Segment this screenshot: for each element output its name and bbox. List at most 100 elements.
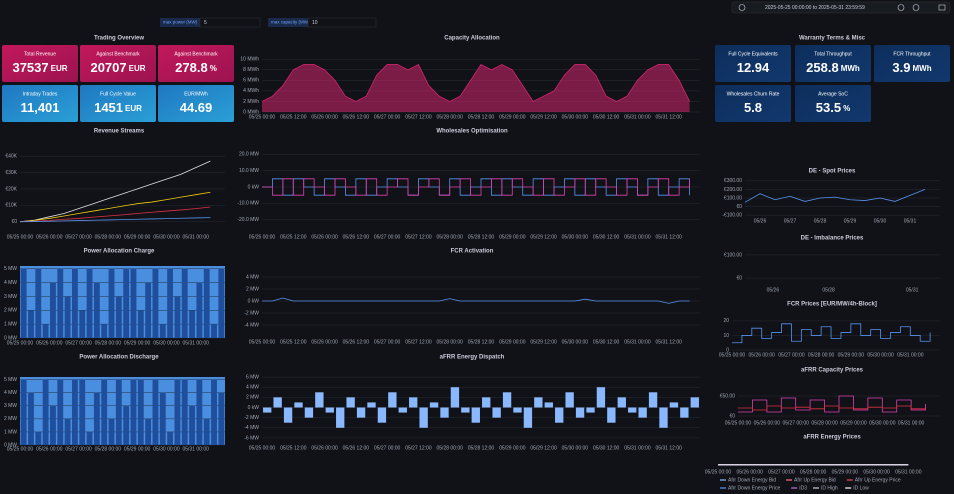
x-tick-label: 05/27 00:00 xyxy=(374,339,401,345)
y-tick-label: 5 MW xyxy=(4,266,17,272)
chart-title: FCR Prices [EUR/MW/4h-Block] xyxy=(787,302,877,308)
line xyxy=(738,405,926,411)
x-tick-label: 05/25 00:00 xyxy=(7,446,34,452)
x-tick-label: 05/27 00:00 xyxy=(374,234,401,240)
y-tick-label: 0 kW xyxy=(248,405,260,411)
stat-label: Against Benchmark xyxy=(96,51,140,57)
y-tick-label: -20.0 MW xyxy=(237,217,259,223)
zoom-icon[interactable] xyxy=(897,4,905,11)
tv-icon[interactable] xyxy=(938,4,946,11)
stat-tile xyxy=(80,85,156,122)
y-tick-label: €20K xyxy=(5,186,17,192)
stat-label: Intraday Trades xyxy=(23,91,58,97)
bar xyxy=(273,397,282,408)
x-tick-label: 05/30 00:00 xyxy=(562,339,589,345)
legend-label: ID Low xyxy=(853,485,869,491)
y-tick-label: -2 MW xyxy=(244,310,259,316)
y-tick-label: €100.00 xyxy=(724,252,742,258)
refresh-icon[interactable] xyxy=(912,4,920,11)
bar xyxy=(86,268,93,338)
bar xyxy=(596,387,606,408)
bar xyxy=(123,405,130,445)
y-tick-label: 2 MW xyxy=(4,416,17,422)
y-tick-label: 4 MW xyxy=(4,280,17,286)
bar xyxy=(534,397,543,408)
x-tick-label: 05/28 00:00 xyxy=(800,469,827,475)
x-tick-label: 05/26 xyxy=(767,287,780,293)
line xyxy=(744,189,926,203)
bar xyxy=(79,310,86,338)
stat-tile xyxy=(158,45,234,82)
help-icon[interactable] xyxy=(738,4,746,11)
y-tick-label: 20 xyxy=(723,318,729,324)
x-tick-label: 05/25 00:00 xyxy=(7,234,34,240)
y-tick-label: €200.00 xyxy=(724,187,742,193)
bar xyxy=(159,392,166,445)
bar xyxy=(174,296,181,338)
chart-title: aFRR Energy Dispatch xyxy=(440,355,505,361)
bar xyxy=(28,310,34,338)
x-tick-label: 05/29 00:00 xyxy=(840,420,867,426)
legend-label: ID High xyxy=(821,485,838,491)
variable-input[interactable] xyxy=(307,17,377,28)
x-tick-label: 05/27 00:00 xyxy=(65,446,92,452)
stat-value: 37537 EUR xyxy=(12,60,67,75)
x-tick-label: 05/30 00:00 xyxy=(562,445,589,451)
x-tick-label: 05/31 12:00 xyxy=(656,339,683,345)
x-tick-label: 05/26 00:00 xyxy=(311,339,338,345)
line xyxy=(19,160,211,223)
bar xyxy=(64,296,71,338)
y-tick-label: 0 kW xyxy=(248,184,260,190)
bar xyxy=(196,379,203,445)
x-tick-label: 05/27 00:00 xyxy=(783,420,810,426)
x-tick-label: 05/26 12:00 xyxy=(343,445,370,451)
bar xyxy=(659,407,668,428)
stat-label: Average SoC xyxy=(818,91,848,97)
chart-title: aFRR Energy Prices xyxy=(803,435,861,441)
y-tick-label: €0 xyxy=(729,413,735,419)
y-tick-label: 10.0 MW xyxy=(239,168,259,174)
x-tick-label: 05/28 12:00 xyxy=(468,445,495,451)
x-tick-label: 05/31 00:00 xyxy=(624,445,651,451)
bar xyxy=(211,379,217,445)
bar xyxy=(315,392,324,408)
bar xyxy=(137,379,144,445)
x-tick-label: 05/31 12:00 xyxy=(656,445,683,451)
bar xyxy=(648,392,658,408)
x-tick-label: 05/29 00:00 xyxy=(838,352,865,358)
stat-number: 5.8 xyxy=(744,100,762,115)
bar xyxy=(203,418,210,445)
bar xyxy=(218,268,225,338)
x-tick-label: 05/28 00:00 xyxy=(437,339,464,345)
x-tick-label: 05/27 xyxy=(784,218,797,224)
toolbar xyxy=(731,1,951,14)
x-tick-label: 05/27 12:00 xyxy=(405,114,432,120)
x-tick-label: 05/28 00:00 xyxy=(437,445,464,451)
legend-label: Afrr Down Energy Bid xyxy=(728,477,776,483)
y-tick-label: 5 MW xyxy=(4,377,17,383)
variable-input[interactable] xyxy=(199,17,261,28)
stat-tile xyxy=(715,45,791,82)
x-tick-label: 05/28 00:00 xyxy=(811,420,838,426)
bar xyxy=(130,268,137,338)
line xyxy=(732,323,931,344)
bar xyxy=(167,431,174,445)
x-tick-label: 05/27 12:00 xyxy=(405,339,432,345)
x-tick-label: 05/31 xyxy=(904,218,917,224)
x-tick-label: 05/30 00:00 xyxy=(153,234,180,240)
x-tick-label: 05/31 00:00 xyxy=(183,446,210,452)
stat-number: 11,401 xyxy=(20,100,59,115)
x-tick-label: 05/30 00:00 xyxy=(562,234,589,240)
x-tick-label: 05/29 00:00 xyxy=(832,469,859,475)
x-tick-label: 05/28 00:00 xyxy=(808,352,835,358)
bar xyxy=(130,379,137,445)
legend-label: ID3 xyxy=(799,485,807,491)
time-range[interactable]: 2025-05-25 00:00:00 to 2025-05-31 23:59:… xyxy=(765,5,865,11)
bar xyxy=(263,407,272,413)
stat-label: Total Throughput xyxy=(814,51,852,57)
bar xyxy=(57,379,64,445)
bar xyxy=(189,405,195,445)
x-tick-label: 05/28 xyxy=(822,287,835,293)
stat-label: EUR/MWh xyxy=(184,91,208,97)
